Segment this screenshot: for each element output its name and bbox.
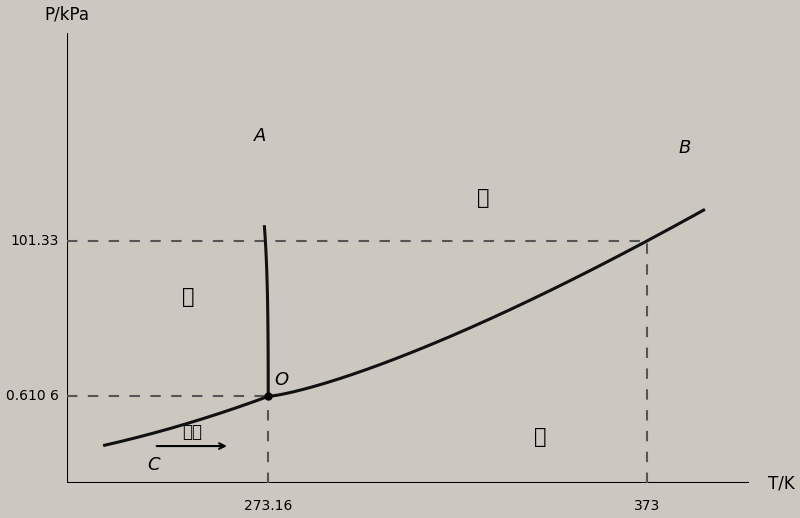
Text: 373: 373: [634, 499, 660, 513]
Text: C: C: [147, 456, 160, 473]
Text: T/K: T/K: [768, 474, 794, 492]
Text: O: O: [274, 370, 288, 388]
Text: 101.33: 101.33: [10, 234, 59, 248]
Text: 0.610 6: 0.610 6: [6, 390, 59, 404]
Text: 水: 水: [478, 188, 490, 208]
Text: 气: 气: [534, 427, 547, 447]
Text: 升华: 升华: [182, 423, 202, 441]
Text: B: B: [678, 139, 691, 157]
Text: 273.16: 273.16: [244, 499, 293, 513]
Text: A: A: [254, 126, 266, 145]
Text: 冰: 冰: [182, 287, 194, 307]
Text: P/kPa: P/kPa: [44, 6, 90, 24]
